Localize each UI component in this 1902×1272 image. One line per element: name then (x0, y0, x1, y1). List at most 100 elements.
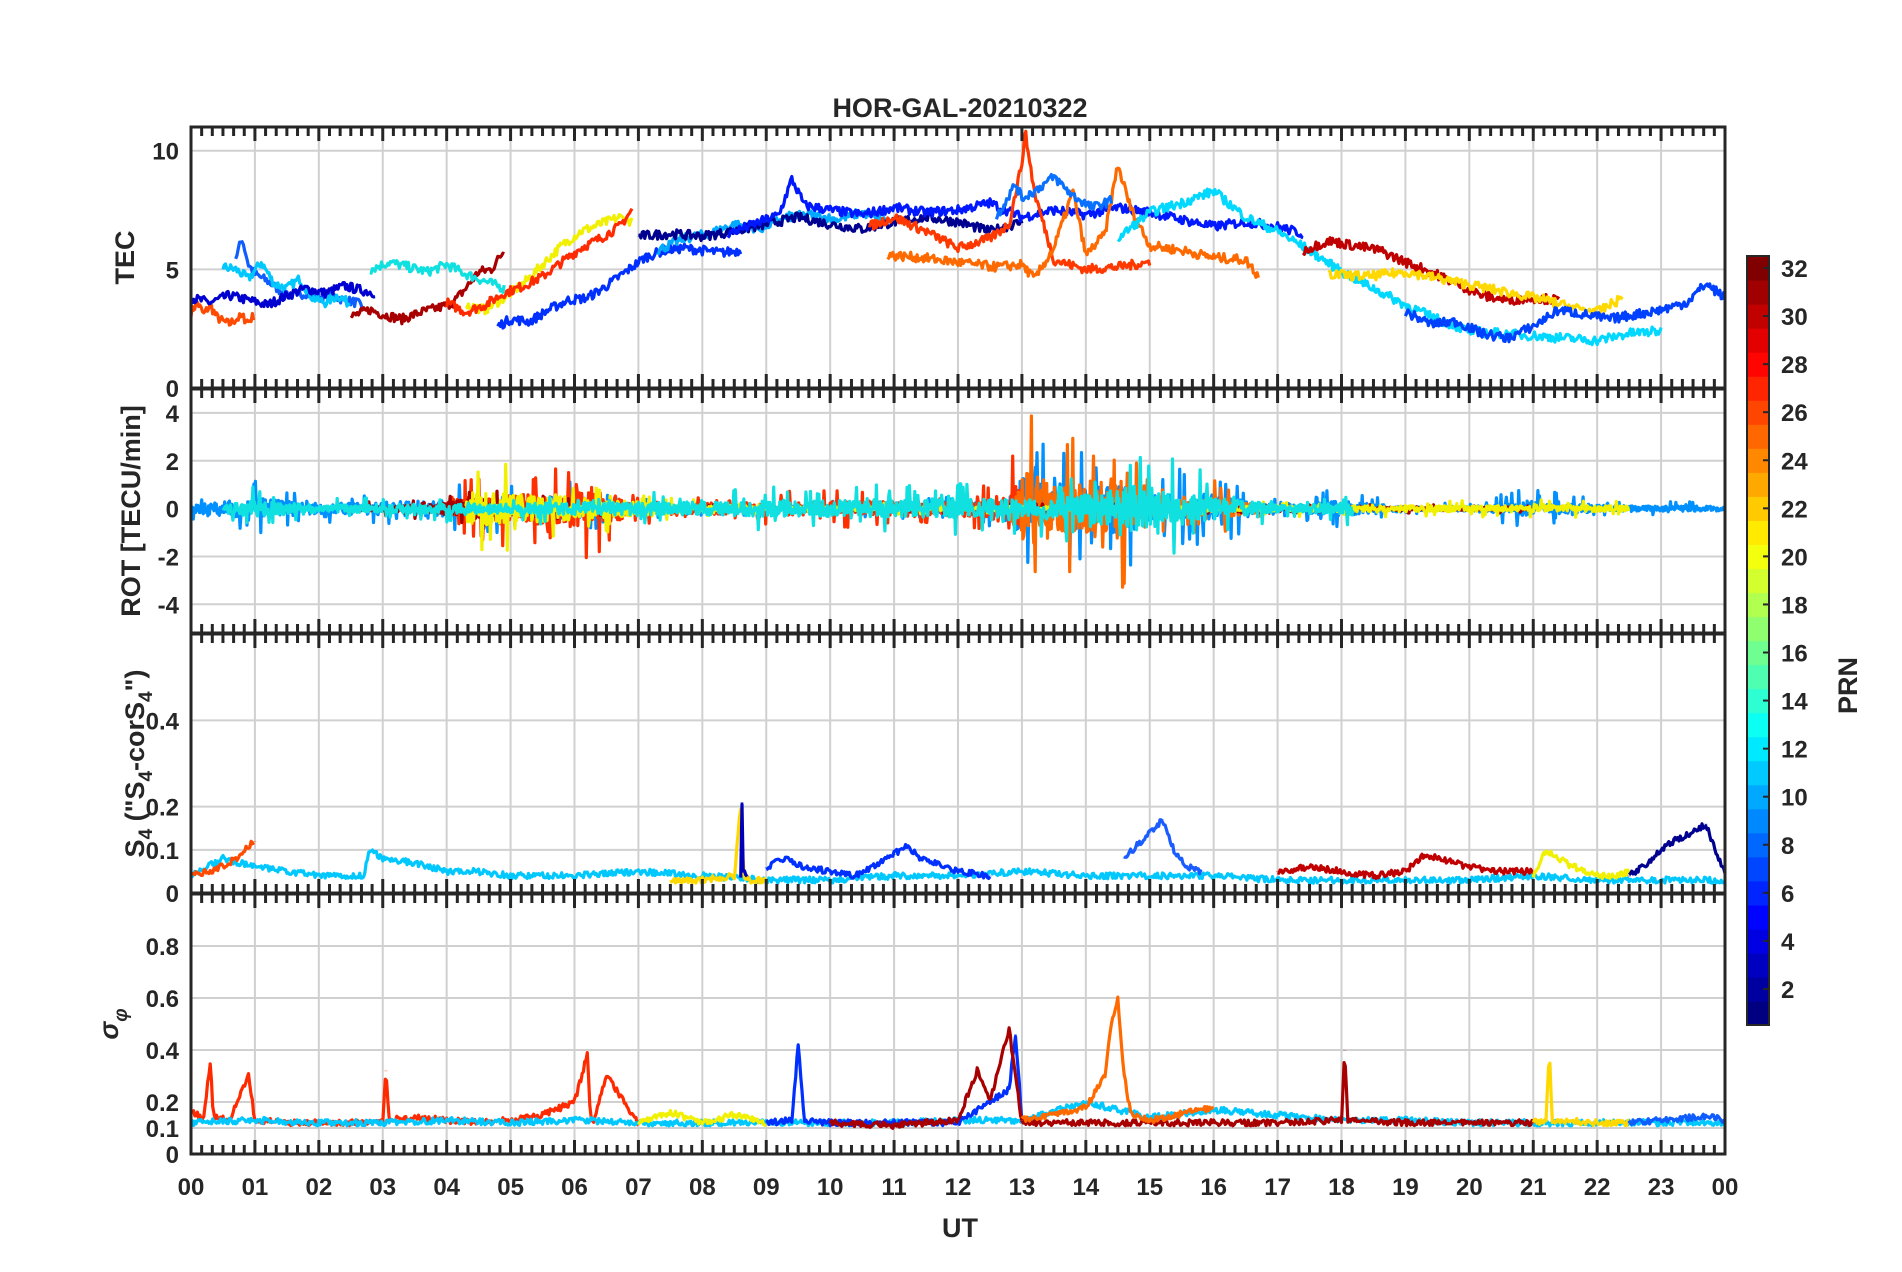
colorbar-segment (1747, 928, 1769, 954)
colorbar-segment (1747, 568, 1769, 594)
x-tick-label: 07 (625, 1174, 652, 1201)
y-axis-label-part: 4 (136, 771, 157, 782)
y-tick-label: 5 (166, 257, 179, 284)
x-tick-label: 20 (1456, 1174, 1483, 1201)
y-tick-label: -4 (158, 592, 180, 619)
colorbar-segment (1747, 688, 1769, 714)
colorbar-tick-label: 16 (1781, 641, 1808, 668)
series-line-prn-20 (636, 1108, 768, 1127)
x-tick-label: 15 (1136, 1174, 1163, 1201)
y-tick-label: 0.2 (146, 795, 179, 822)
colorbar-tick-label: 6 (1781, 881, 1794, 908)
y-axis-label-part: 4 (136, 691, 157, 702)
series-line-prn-24 (1007, 414, 1267, 589)
colorbar-segment (1747, 616, 1769, 642)
series-line-prn-4 (191, 281, 376, 309)
colorbar-tick-label: 2 (1781, 977, 1794, 1004)
colorbar-segment (1747, 952, 1769, 978)
series-line-prn-30 (1276, 852, 1535, 881)
x-tick-label: 18 (1328, 1174, 1355, 1201)
panel-rot: -4 -2 0 2 4 ROT [TECU/min] (116, 387, 1727, 635)
y-axis-label-part: σ (94, 1021, 124, 1040)
x-tick-label: 10 (817, 1174, 844, 1201)
colorbar-tick-label: 26 (1781, 400, 1808, 427)
colorbar-segment (1747, 784, 1769, 810)
colorbar-segment (1747, 856, 1769, 882)
y-tick-label: 0.4 (146, 708, 180, 735)
colorbar-tick-label: 22 (1781, 496, 1808, 523)
y-axis-label-part: -corS (120, 702, 150, 771)
colorbar-segment (1747, 736, 1769, 762)
colorbar-tick-label: 24 (1781, 448, 1808, 475)
x-tick-label: 19 (1392, 1174, 1419, 1201)
colorbar-tick-label: 14 (1781, 689, 1808, 716)
y-tick-label: 0.8 (146, 934, 179, 961)
y-tick-label: 0 (166, 497, 179, 524)
colorbar-segment (1747, 448, 1769, 473)
series-line-prn-31 (349, 251, 505, 326)
x-tick-label: 21 (1520, 1174, 1547, 1201)
y-tick-label: 0 (166, 881, 179, 908)
colorbar-segment (1747, 280, 1769, 305)
colorbar-segment (1747, 1000, 1769, 1026)
y-axis-label: σφ (94, 1008, 132, 1039)
panel-tec: 0 5 10 TEC (110, 125, 1727, 403)
panel-s4: 00.10.20.4S4 ("S4-corS4") (120, 632, 1727, 908)
series-group (191, 995, 1725, 1130)
y-axis-label: ROT [TECU/min] (116, 405, 146, 616)
x-tick-label: 23 (1648, 1174, 1675, 1201)
series-group (191, 414, 1725, 589)
colorbar-tick-label: 18 (1781, 592, 1808, 619)
x-tick-label: 03 (369, 1174, 396, 1201)
colorbar-segment (1747, 808, 1769, 834)
series-line-prn-14 (221, 455, 1355, 555)
x-tick-label: 06 (561, 1174, 588, 1201)
y-tick-label: 0 (166, 1142, 179, 1169)
y-tick-label: 0.6 (146, 986, 179, 1013)
colorbar-frame (1746, 255, 1770, 1026)
colorbar-segment (1747, 544, 1769, 570)
series-line-prn-21 (1531, 1050, 1631, 1128)
y-axis-label: S4 ("S4-corS4") (120, 670, 157, 858)
colorbar-tick-label: 20 (1781, 544, 1808, 571)
colorbar-segment (1747, 760, 1769, 786)
colorbar-segment (1747, 256, 1769, 281)
y-axis-label-part: ") (120, 670, 150, 692)
series-line-prn-9 (994, 173, 1113, 220)
y-axis-label-part: ("S (120, 782, 150, 829)
y-tick-label: 0.1 (146, 838, 179, 865)
colorbar-tick-label: 28 (1781, 352, 1808, 379)
series-line-prn-31 (828, 1026, 1535, 1130)
y-tick-label: 4 (166, 401, 180, 428)
colorbar-segment (1747, 400, 1769, 425)
y-tick-label: 0.2 (146, 1090, 179, 1117)
colorbar-segment (1747, 904, 1769, 930)
x-tick-label: 13 (1009, 1174, 1036, 1201)
colorbar-segment (1747, 520, 1769, 545)
x-tick-label: 00 (1712, 1174, 1739, 1201)
series-line-prn-6 (764, 842, 992, 880)
y-tick-label: -2 (158, 544, 179, 571)
colorbar-segment (1747, 376, 1769, 401)
colorbar-segment (1747, 640, 1769, 666)
series-line-prn-28 (191, 839, 257, 877)
x-tick-label: 08 (689, 1174, 716, 1201)
series-line-prn-7 (1122, 818, 1203, 876)
colorbar-segment (1747, 832, 1769, 858)
colorbar-segment (1747, 424, 1769, 449)
colorbar-segment (1747, 328, 1769, 353)
colorbar-tick-label: 12 (1781, 737, 1808, 764)
x-tick-label: 11 (881, 1174, 906, 1201)
colorbar-label: PRN (1833, 657, 1863, 714)
x-tick-label: 12 (945, 1174, 972, 1201)
x-axis: 00 01 02 03 04 05 06 07 08 09 10 11 12 13 14 15 16 17 18 19… (178, 1174, 1739, 1201)
y-axis-label-part: S (120, 839, 150, 857)
colorbar-segment (1747, 352, 1769, 377)
series-line-prn-8 (1627, 1112, 1725, 1126)
x-axis-label: UT (942, 1213, 978, 1243)
y-tick-label: 0 (166, 376, 179, 403)
series-line-prn-20 (1531, 849, 1631, 881)
colorbar-segment (1747, 592, 1769, 618)
x-tick-label: 16 (1200, 1174, 1227, 1201)
